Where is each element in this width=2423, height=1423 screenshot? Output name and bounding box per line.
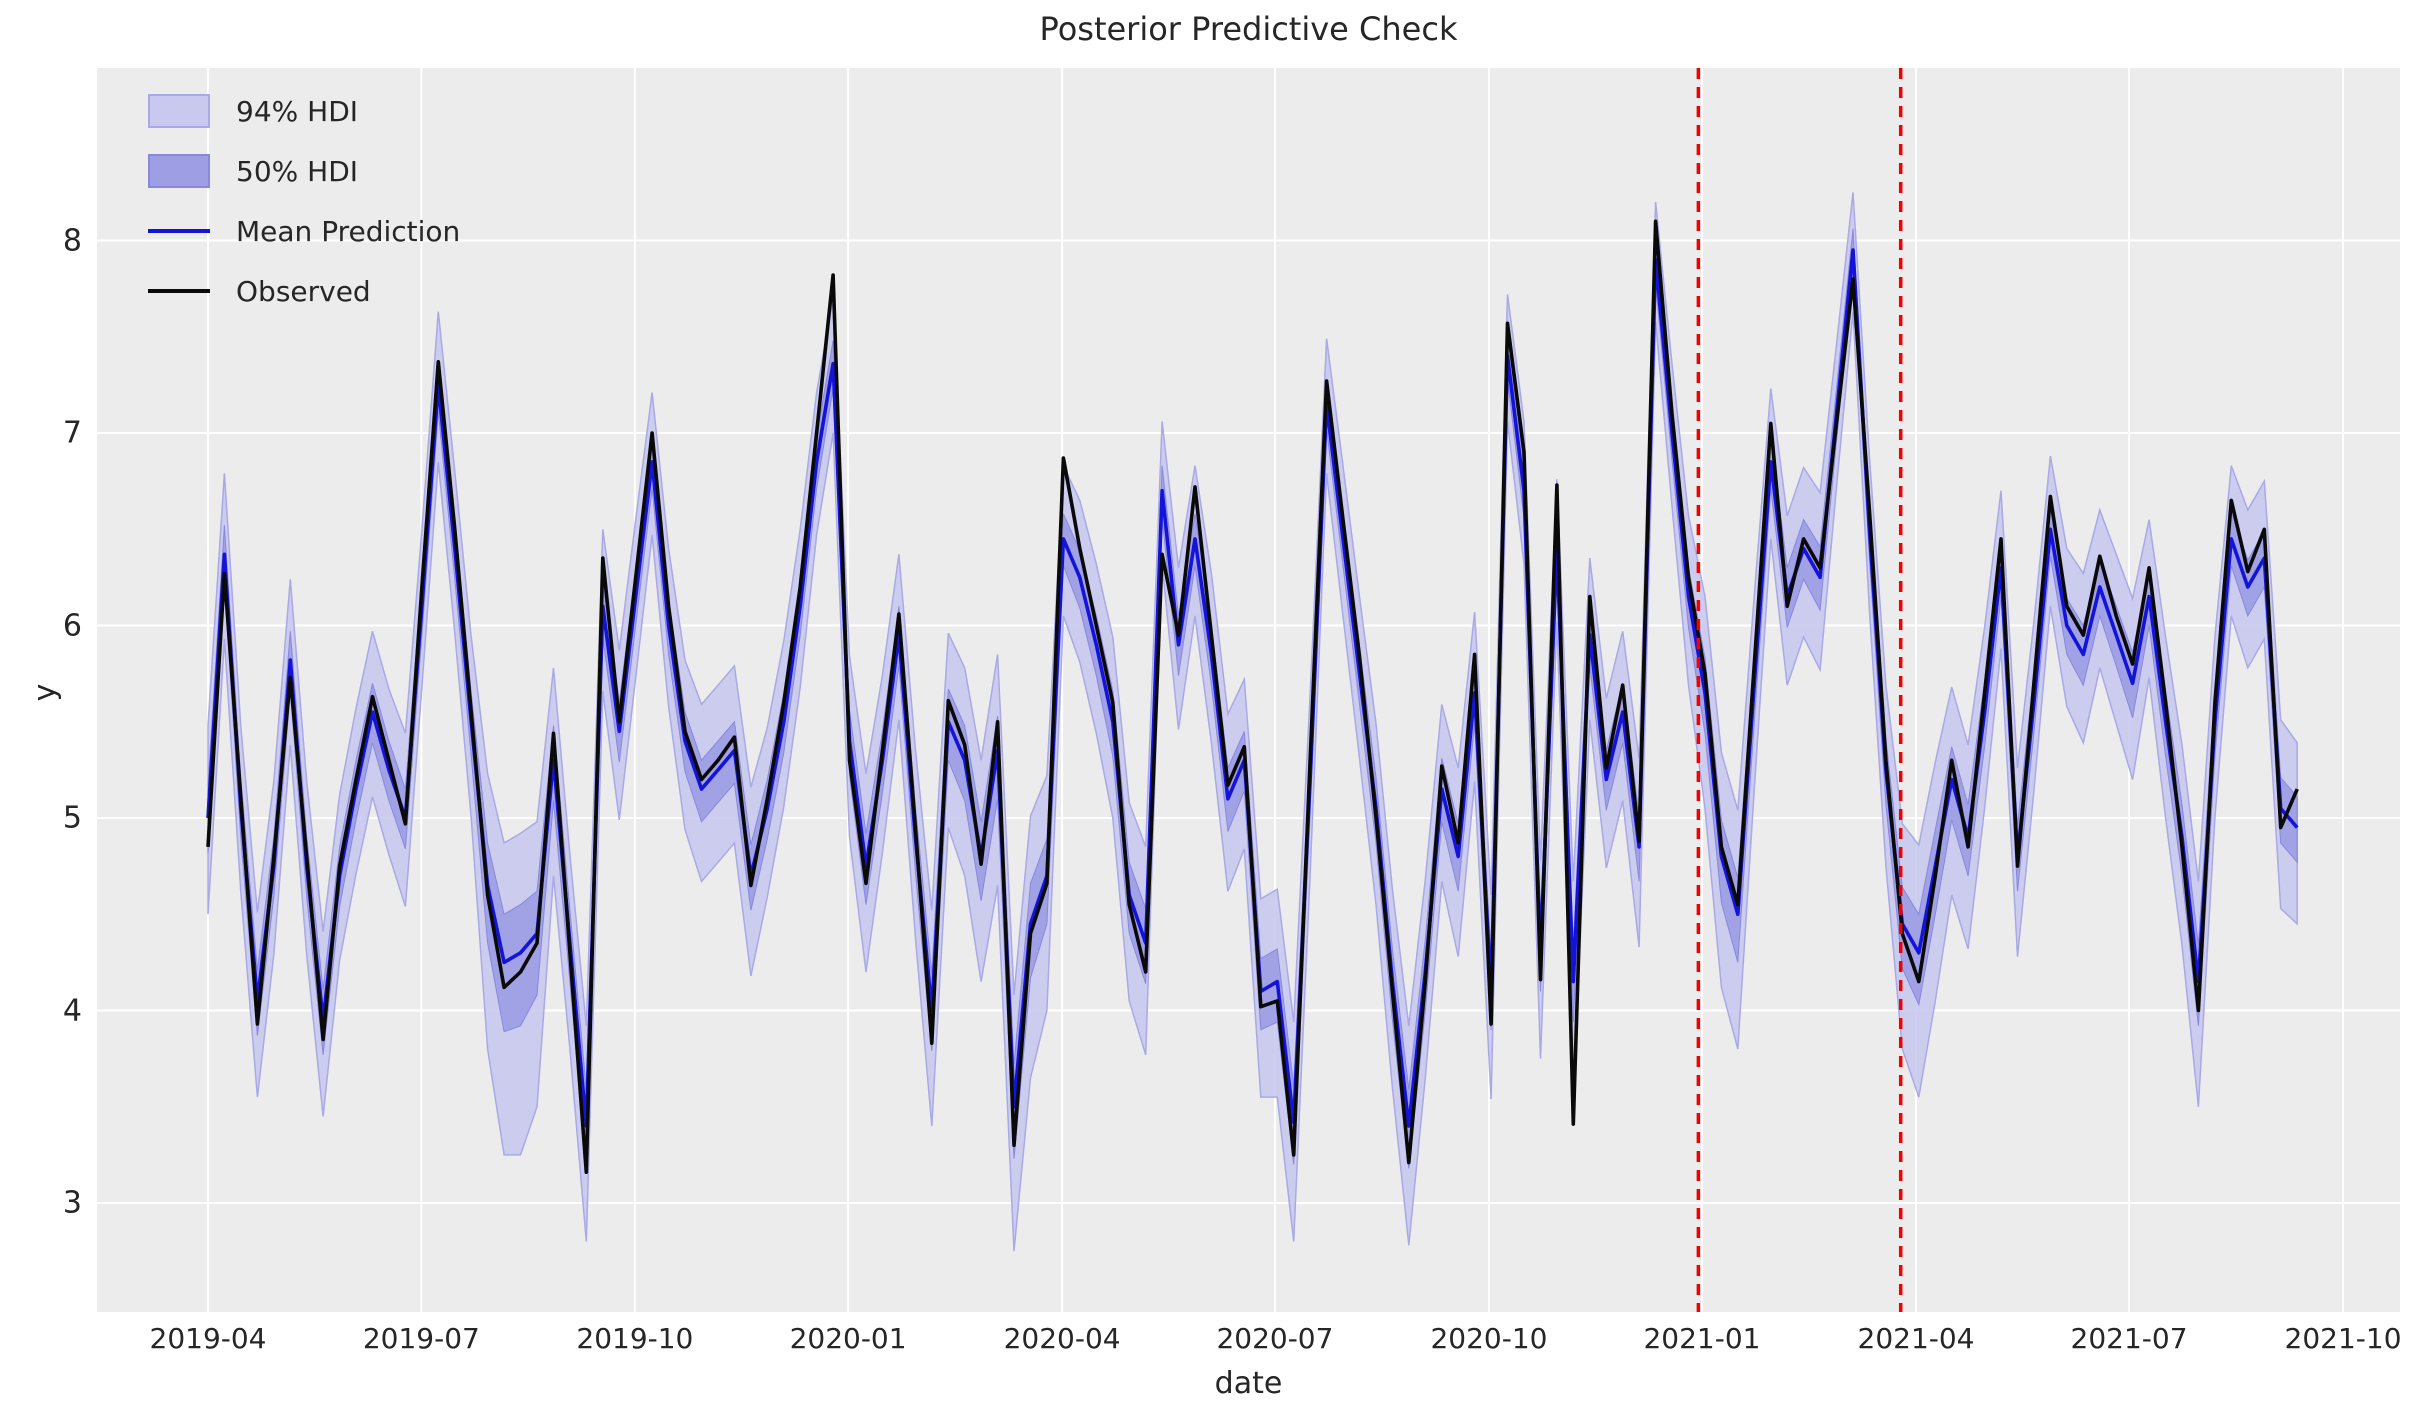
x-axis-label: date xyxy=(1214,1366,1283,1401)
legend-label-observed: Observed xyxy=(236,274,371,308)
legend-item-hdi50: 50% HDI xyxy=(148,152,460,190)
x-tick-label: 2020-04 xyxy=(1003,1322,1121,1355)
x-tick-label: 2021-10 xyxy=(2284,1322,2402,1355)
x-tick-label: 2020-10 xyxy=(1430,1322,1548,1355)
hdi50-swatch-icon xyxy=(148,154,210,188)
x-tick-label: 2021-07 xyxy=(2070,1322,2188,1355)
y-tick-label: 5 xyxy=(62,800,82,836)
legend-label-hdi94: 94% HDI xyxy=(236,94,359,128)
x-tick-label: 2020-07 xyxy=(1216,1322,1334,1355)
hdi94-swatch-icon xyxy=(148,94,210,128)
legend-item-hdi94: 94% HDI xyxy=(148,92,460,130)
legend: 94% HDI 50% HDI Mean Prediction Observed xyxy=(148,92,460,310)
x-tick-label: 2019-07 xyxy=(362,1322,480,1355)
y-tick-label: 6 xyxy=(62,608,82,643)
y-tick-label: 4 xyxy=(62,993,82,1028)
legend-item-observed: Observed xyxy=(148,272,460,310)
legend-label-hdi50: 50% HDI xyxy=(236,154,359,188)
x-tick-label: 2020-01 xyxy=(789,1322,907,1355)
x-tick-label: 2019-10 xyxy=(576,1322,694,1355)
y-tick-label: 7 xyxy=(62,415,82,451)
observed-line-sample-icon xyxy=(148,289,210,293)
mean-line-sample-icon xyxy=(148,229,210,233)
chart-title: Posterior Predictive Check xyxy=(1039,10,1458,48)
y-tick-label: 3 xyxy=(62,1185,82,1221)
legend-item-mean: Mean Prediction xyxy=(148,212,460,250)
plot-background xyxy=(97,68,2400,1312)
y-axis-label: y xyxy=(27,683,63,702)
x-tick-label: 2021-04 xyxy=(1857,1322,1975,1355)
observed-line xyxy=(206,219,2299,1174)
x-tick-label: 2021-01 xyxy=(1643,1322,1761,1355)
legend-label-mean: Mean Prediction xyxy=(236,214,461,248)
x-tick-label: 2019-04 xyxy=(149,1322,267,1355)
y-tick-label: 8 xyxy=(62,223,82,258)
